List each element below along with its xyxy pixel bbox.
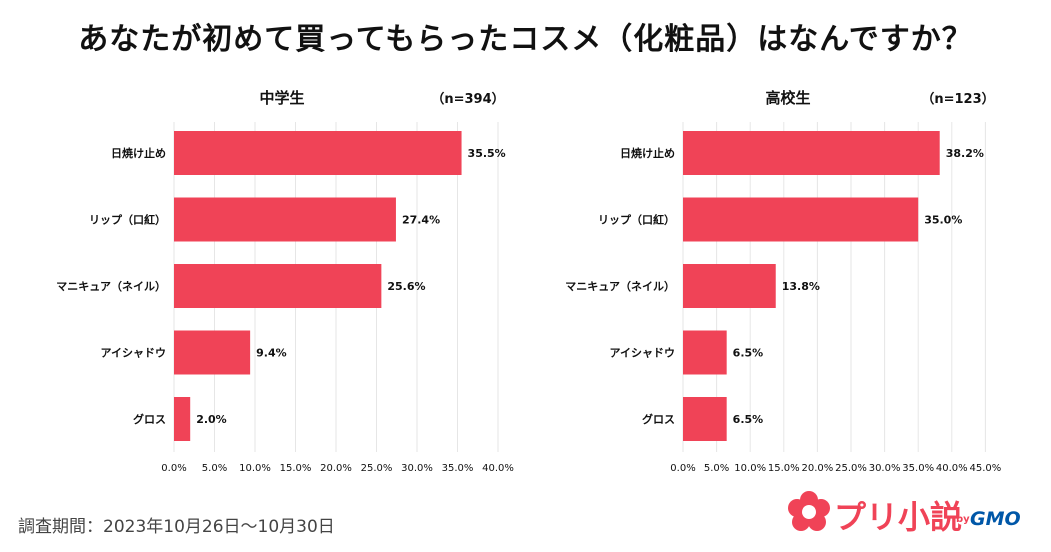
bar-value-label: 35.5%	[468, 147, 506, 160]
logo-gmo: GMO	[970, 508, 1021, 530]
category-label: グロス	[642, 412, 675, 426]
survey-period: 調査期間：2023年10月26日～10月30日	[18, 517, 335, 537]
category-label: リップ（口紅）	[89, 213, 166, 227]
category-label: 日焼け止め	[111, 146, 166, 160]
x-tick-label: 45.0%	[970, 463, 1002, 474]
x-tick-label: 30.0%	[401, 463, 433, 474]
bar-value-label: 25.6%	[387, 280, 425, 293]
bar-value-label: 6.5%	[733, 347, 764, 360]
x-tick-label: 25.0%	[835, 463, 867, 474]
category-label: アイシャドウ	[101, 347, 166, 360]
category-label: マニキュア（ネイル）	[565, 280, 675, 293]
x-tick-label: 5.0%	[704, 463, 729, 474]
bar-value-label: 13.8%	[782, 280, 820, 293]
logo-by: by	[956, 514, 970, 525]
bar-value-label: 9.4%	[256, 347, 287, 360]
page-title: あなたが初めて買ってもらったコスメ（化粧品）はなんですか？	[78, 22, 973, 57]
bar	[683, 397, 727, 441]
x-tick-label: 20.0%	[802, 463, 834, 474]
x-tick-label: 30.0%	[869, 463, 901, 474]
bar-value-label: 35.0%	[924, 214, 962, 227]
flower-logo-icon	[788, 491, 830, 531]
x-tick-label: 40.0%	[936, 463, 968, 474]
chart-title: 高校生	[765, 89, 810, 107]
bar	[174, 131, 462, 175]
bar	[683, 131, 940, 175]
category-label: アイシャドウ	[610, 347, 675, 360]
x-tick-label: 10.0%	[734, 463, 766, 474]
bar	[174, 330, 251, 375]
bar	[683, 197, 919, 242]
bar	[174, 264, 382, 308]
bar	[174, 397, 191, 441]
x-tick-label: 15.0%	[768, 463, 800, 474]
category-label: リップ（口紅）	[598, 213, 675, 227]
logo-text: プリ小説	[834, 498, 963, 536]
x-tick-label: 25.0%	[361, 463, 393, 474]
x-tick-label: 35.0%	[902, 463, 934, 474]
category-label: 日焼け止め	[620, 146, 675, 160]
bar-value-label: 2.0%	[196, 413, 227, 426]
x-tick-label: 15.0%	[280, 463, 312, 474]
x-tick-label: 35.0%	[442, 463, 474, 474]
bar-value-label: 27.4%	[402, 214, 440, 227]
bar-value-label: 38.2%	[946, 147, 984, 160]
bar	[683, 264, 776, 308]
category-label: グロス	[133, 412, 166, 426]
sample-size-label: （n=123）	[921, 91, 994, 107]
x-tick-label: 40.0%	[482, 463, 514, 474]
brand-logo[interactable]: プリ小説 by GMO	[786, 488, 1036, 538]
sample-size-label: （n=394）	[431, 91, 504, 107]
x-tick-label: 0.0%	[161, 463, 186, 474]
x-tick-label: 0.0%	[670, 463, 695, 474]
x-tick-label: 20.0%	[320, 463, 352, 474]
bar-value-label: 6.5%	[733, 413, 764, 426]
x-tick-label: 10.0%	[239, 463, 271, 474]
chart-title: 中学生	[259, 89, 304, 107]
bar	[683, 330, 727, 375]
bar	[174, 197, 396, 242]
category-label: マニキュア（ネイル）	[56, 280, 166, 293]
x-tick-label: 5.0%	[202, 463, 227, 474]
